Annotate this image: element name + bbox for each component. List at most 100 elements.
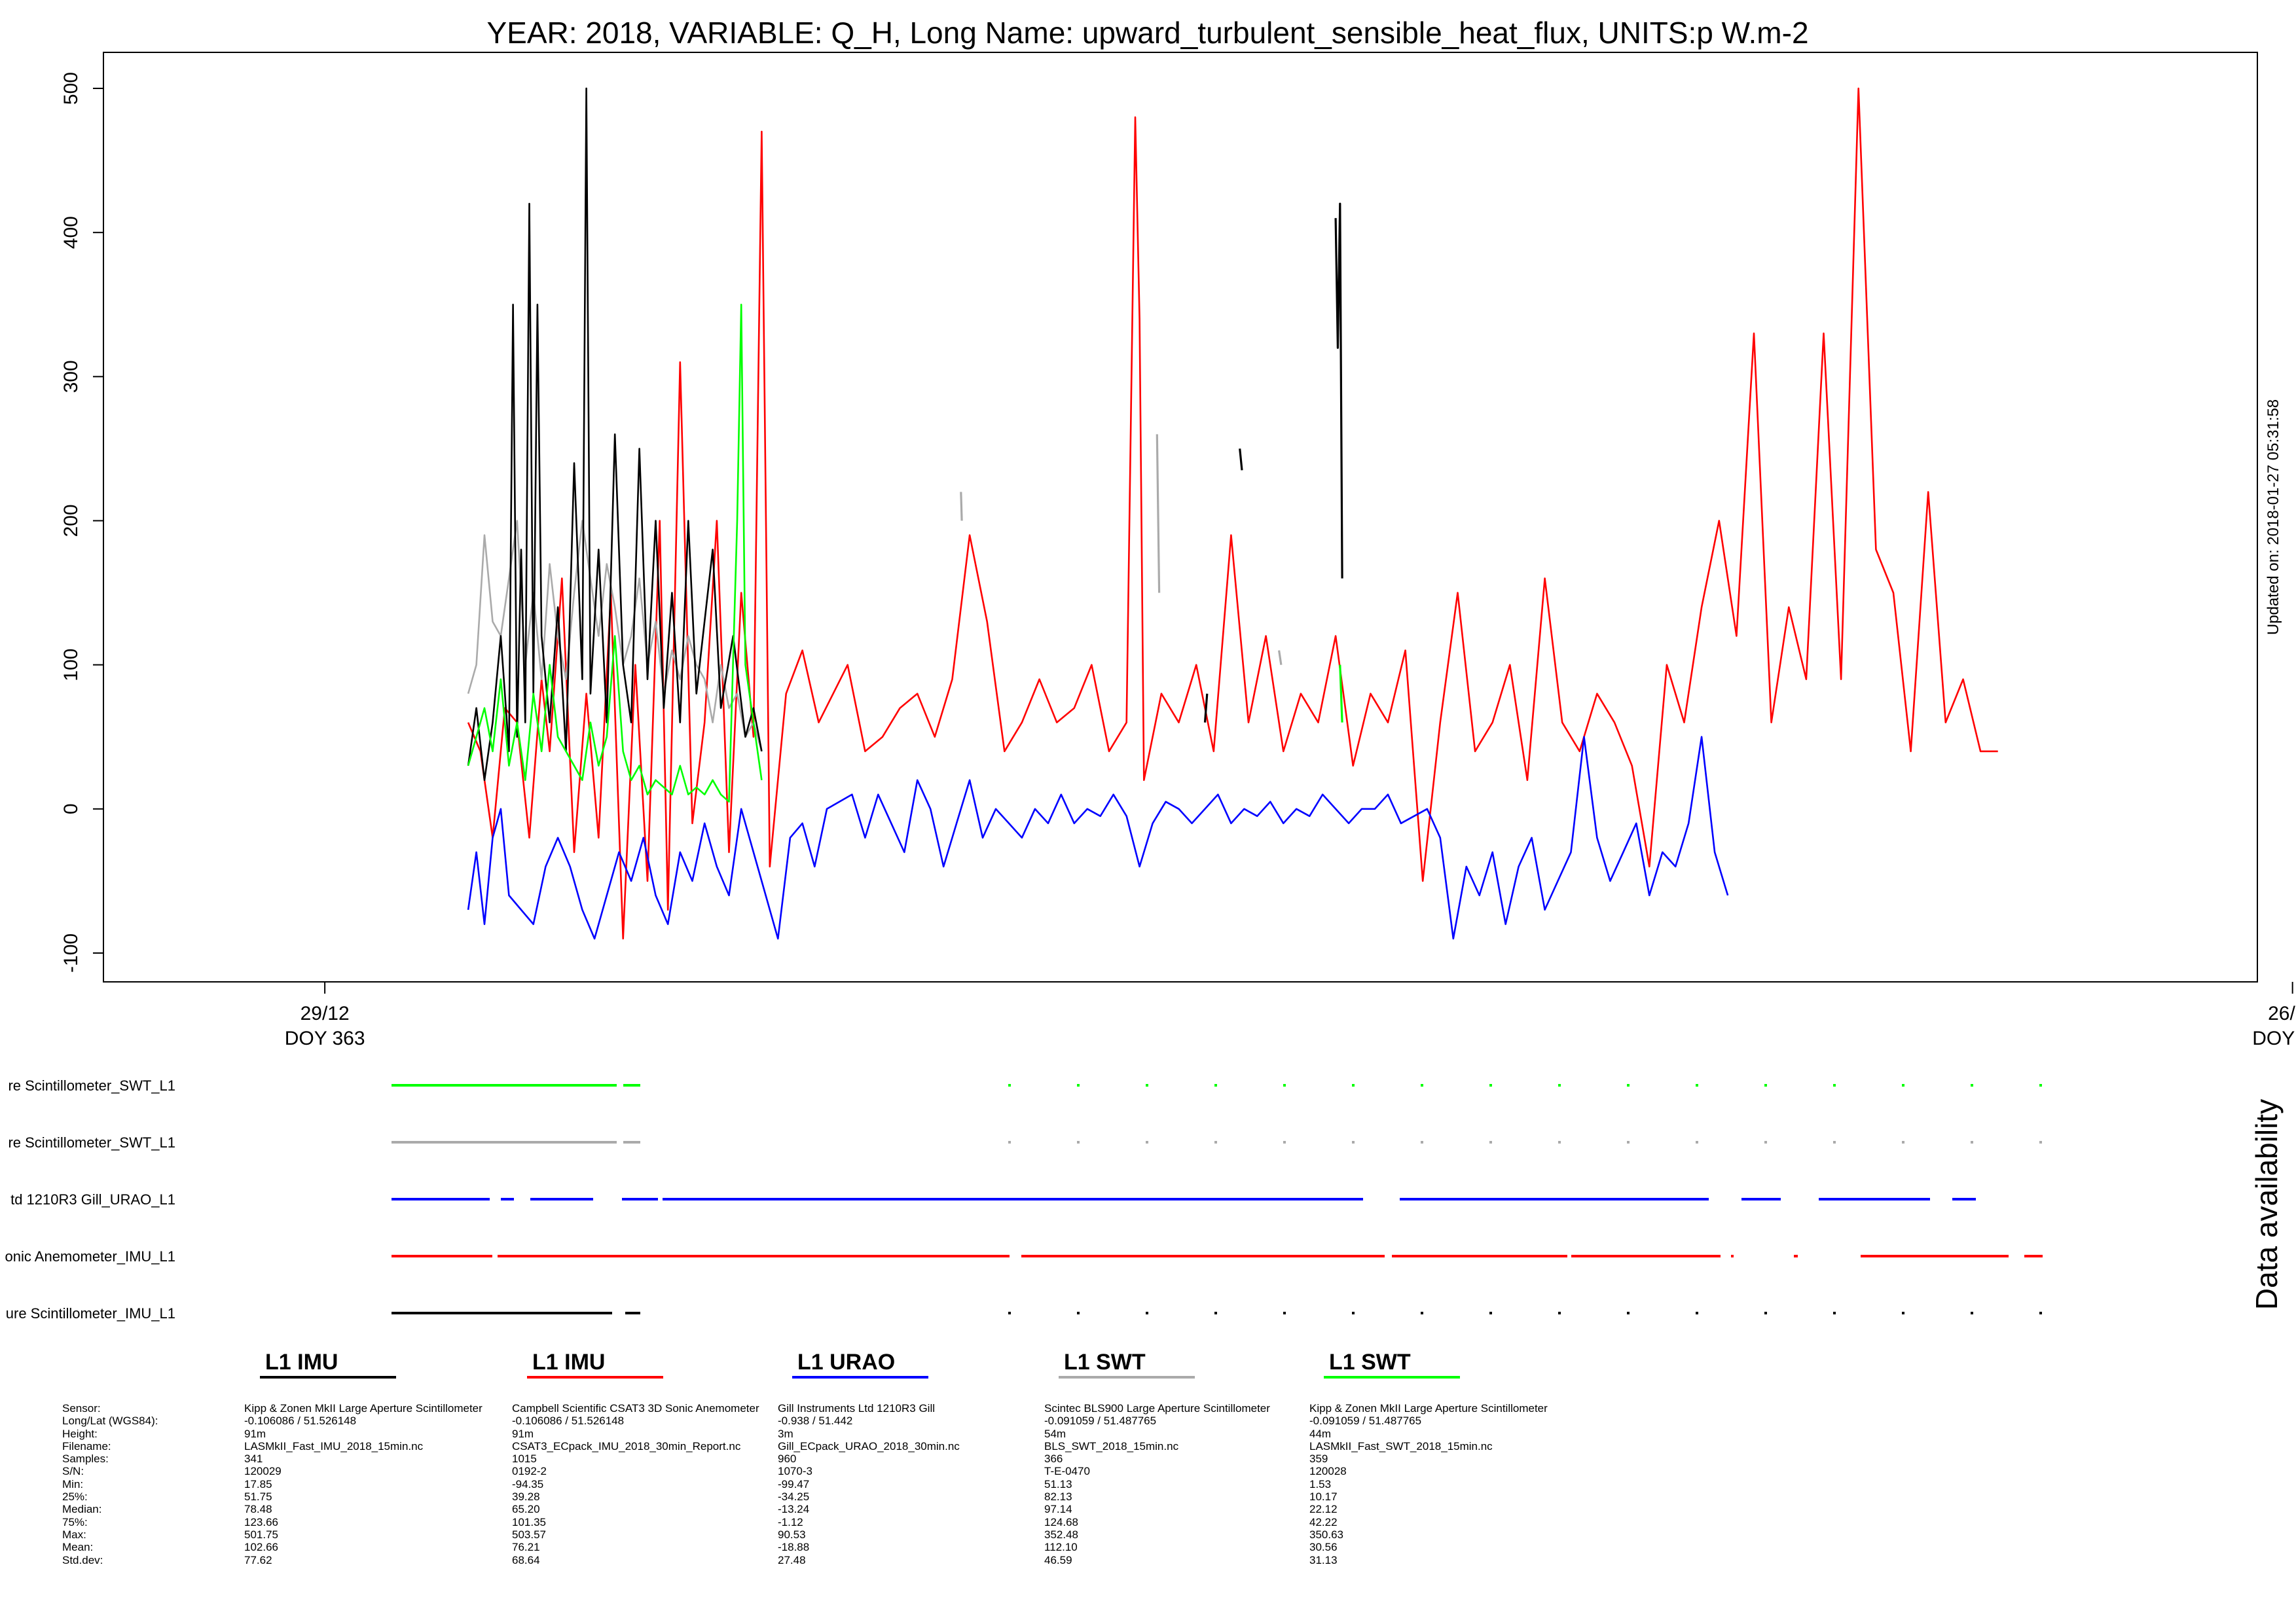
- availability-row-label: td 1210R3 Gill_URAO_L1: [10, 1191, 175, 1208]
- availability-title: Data availability: [2250, 1099, 2284, 1310]
- metadata-value: CSAT3_ECpack_IMU_2018_30min_Report.nc: [512, 1439, 741, 1453]
- metadata-row-label: Sensor:: [62, 1402, 101, 1415]
- metadata-value: Campbell Scientific CSAT3 3D Sonic Anemo…: [512, 1402, 759, 1415]
- metadata-value: -34.25: [778, 1490, 810, 1504]
- metadata-value: 120029: [244, 1465, 282, 1478]
- metadata-value: 0192-2: [512, 1465, 547, 1478]
- x-tick-doy: DOY 363: [285, 1028, 365, 1049]
- metadata-value: 1.53: [1309, 1477, 1332, 1490]
- metadata-row-label: Height:: [62, 1427, 98, 1440]
- x-axis: 29/12 DOY 363 26/01 DOY 026: [285, 982, 2296, 1049]
- metadata-value: Kipp & Zonen MkII Large Aperture Scintil…: [1309, 1402, 1548, 1415]
- metadata-row-label: Min:: [62, 1477, 84, 1490]
- series-fragment: [1278, 650, 1283, 665]
- series-fragment: [1339, 664, 1343, 723]
- metadata-row-label: Median:: [62, 1503, 102, 1516]
- metadata-value: 352.48: [1044, 1528, 1078, 1541]
- availability-row-label: ure Scintillometer_IMU_L1: [6, 1305, 175, 1322]
- metadata-column: Kipp & Zonen MkII Large Aperture Scintil…: [244, 1402, 483, 1566]
- legend-label: L1 IMU: [265, 1350, 338, 1375]
- metadata-value: 960: [778, 1453, 797, 1466]
- series-line: [467, 87, 763, 782]
- metadata-value: 17.85: [244, 1477, 272, 1490]
- metadata-value: -0.091059 / 51.487765: [1309, 1415, 1422, 1428]
- metadata-row-label: Long/Lat (WGS84):: [62, 1415, 158, 1428]
- metadata-value: 51.13: [1044, 1477, 1072, 1490]
- metadata-value: 46.59: [1044, 1553, 1072, 1566]
- legend: L1 IMU L1 IMU L1 URAO L1 SWT L1 SWT: [260, 1350, 1460, 1379]
- metadata-value: BLS_SWT_2018_15min.nc: [1044, 1439, 1179, 1453]
- metadata-value: -13.24: [778, 1503, 810, 1516]
- metadata-row-label: Filename:: [62, 1439, 111, 1453]
- metadata-labels: Sensor: Long/Lat (WGS84): Height: Filename:…: [62, 1402, 158, 1566]
- metadata-value: 10.17: [1309, 1490, 1338, 1504]
- metadata-value: -0.106086 / 51.526148: [244, 1415, 357, 1428]
- metadata-value: 120028: [1309, 1465, 1347, 1478]
- metadata-value: 112.10: [1044, 1541, 1078, 1554]
- metadata-value: 77.62: [244, 1553, 272, 1566]
- metadata-value: 1070-3: [778, 1465, 812, 1478]
- metadata-value: Scintec BLS900 Large Aperture Scintillom…: [1044, 1402, 1270, 1415]
- metadata-value: 501.75: [244, 1528, 278, 1541]
- legend-label: L1 URAO: [797, 1350, 895, 1375]
- series-fragment: [1156, 434, 1161, 593]
- metadata-row-label: S/N:: [62, 1465, 84, 1478]
- metadata-value: 90.53: [778, 1528, 806, 1541]
- metadata-value: 51.75: [244, 1490, 272, 1504]
- metadata-value: 78.48: [244, 1503, 272, 1516]
- metadata-value: 68.64: [512, 1553, 540, 1566]
- x-tick-doy: DOY 026: [2252, 1028, 2296, 1049]
- metadata-column: Kipp & Zonen MkII Large Aperture Scintil…: [1309, 1402, 1548, 1566]
- metadata-value: 82.13: [1044, 1490, 1072, 1504]
- metadata-value: 102.66: [244, 1541, 278, 1554]
- legend-label: L1 SWT: [1064, 1350, 1146, 1375]
- metadata-column: Scintec BLS900 Large Aperture Scintillom…: [1044, 1402, 1270, 1566]
- metadata-value: -1.12: [778, 1515, 803, 1528]
- metadata-value: 76.21: [512, 1541, 540, 1554]
- series-fragment: [1334, 202, 1343, 579]
- metadata-value: Gill_ECpack_URAO_2018_30min.nc: [778, 1439, 960, 1453]
- metadata-value: 124.68: [1044, 1515, 1078, 1528]
- y-tick-label: 0: [60, 803, 82, 814]
- metadata-value: 123.66: [244, 1515, 278, 1528]
- y-tick-label: 500: [60, 72, 82, 105]
- metadata-column: Gill Instruments Ltd 1210R3 Gill -0.938 …: [778, 1402, 960, 1566]
- y-tick-label: 100: [60, 649, 82, 681]
- metadata-value: -0.106086 / 51.526148: [512, 1415, 625, 1428]
- legend-label: L1 SWT: [1329, 1350, 1411, 1375]
- series-layer: [467, 87, 1998, 940]
- y-tick-label: 200: [60, 504, 82, 537]
- metadata-value: 31.13: [1309, 1553, 1338, 1566]
- metadata-value: 65.20: [512, 1503, 540, 1516]
- y-tick-label: 300: [60, 360, 82, 393]
- metadata-value: 350.63: [1309, 1528, 1343, 1541]
- metadata-value: 366: [1044, 1453, 1063, 1466]
- metadata-value: 1015: [512, 1453, 537, 1466]
- metadata-value: 54m: [1044, 1427, 1066, 1440]
- metadata-value: T-E-0470: [1044, 1465, 1090, 1478]
- metadata-value: 42.22: [1309, 1515, 1338, 1528]
- plot-frame: [103, 52, 2258, 983]
- metadata-value: -94.35: [512, 1477, 544, 1490]
- series-line: [467, 87, 1998, 940]
- metadata-row-label: 75%:: [62, 1515, 88, 1528]
- metadata-value: 341: [244, 1453, 263, 1466]
- metadata-value: 3m: [778, 1427, 793, 1440]
- metadata-value: 97.14: [1044, 1503, 1072, 1516]
- metadata-value: 91m: [244, 1427, 266, 1440]
- metadata-value: 503.57: [512, 1528, 546, 1541]
- metadata-row-label: Max:: [62, 1528, 86, 1541]
- series-fragment: [960, 492, 963, 521]
- y-tick-label: 400: [60, 216, 82, 249]
- availability-row-label: onic Anemometer_IMU_L1: [5, 1248, 175, 1265]
- availability-row-label: re Scintillometer_SWT_L1: [8, 1077, 175, 1094]
- metadata-value: 44m: [1309, 1427, 1332, 1440]
- x-tick-date: 29/12: [301, 1003, 350, 1024]
- metadata-value: 22.12: [1309, 1503, 1338, 1516]
- metadata-value: -0.091059 / 51.487765: [1044, 1415, 1157, 1428]
- series-line: [467, 736, 1729, 940]
- metadata-row-label: Mean:: [62, 1541, 94, 1554]
- series-fragment: [1203, 693, 1209, 723]
